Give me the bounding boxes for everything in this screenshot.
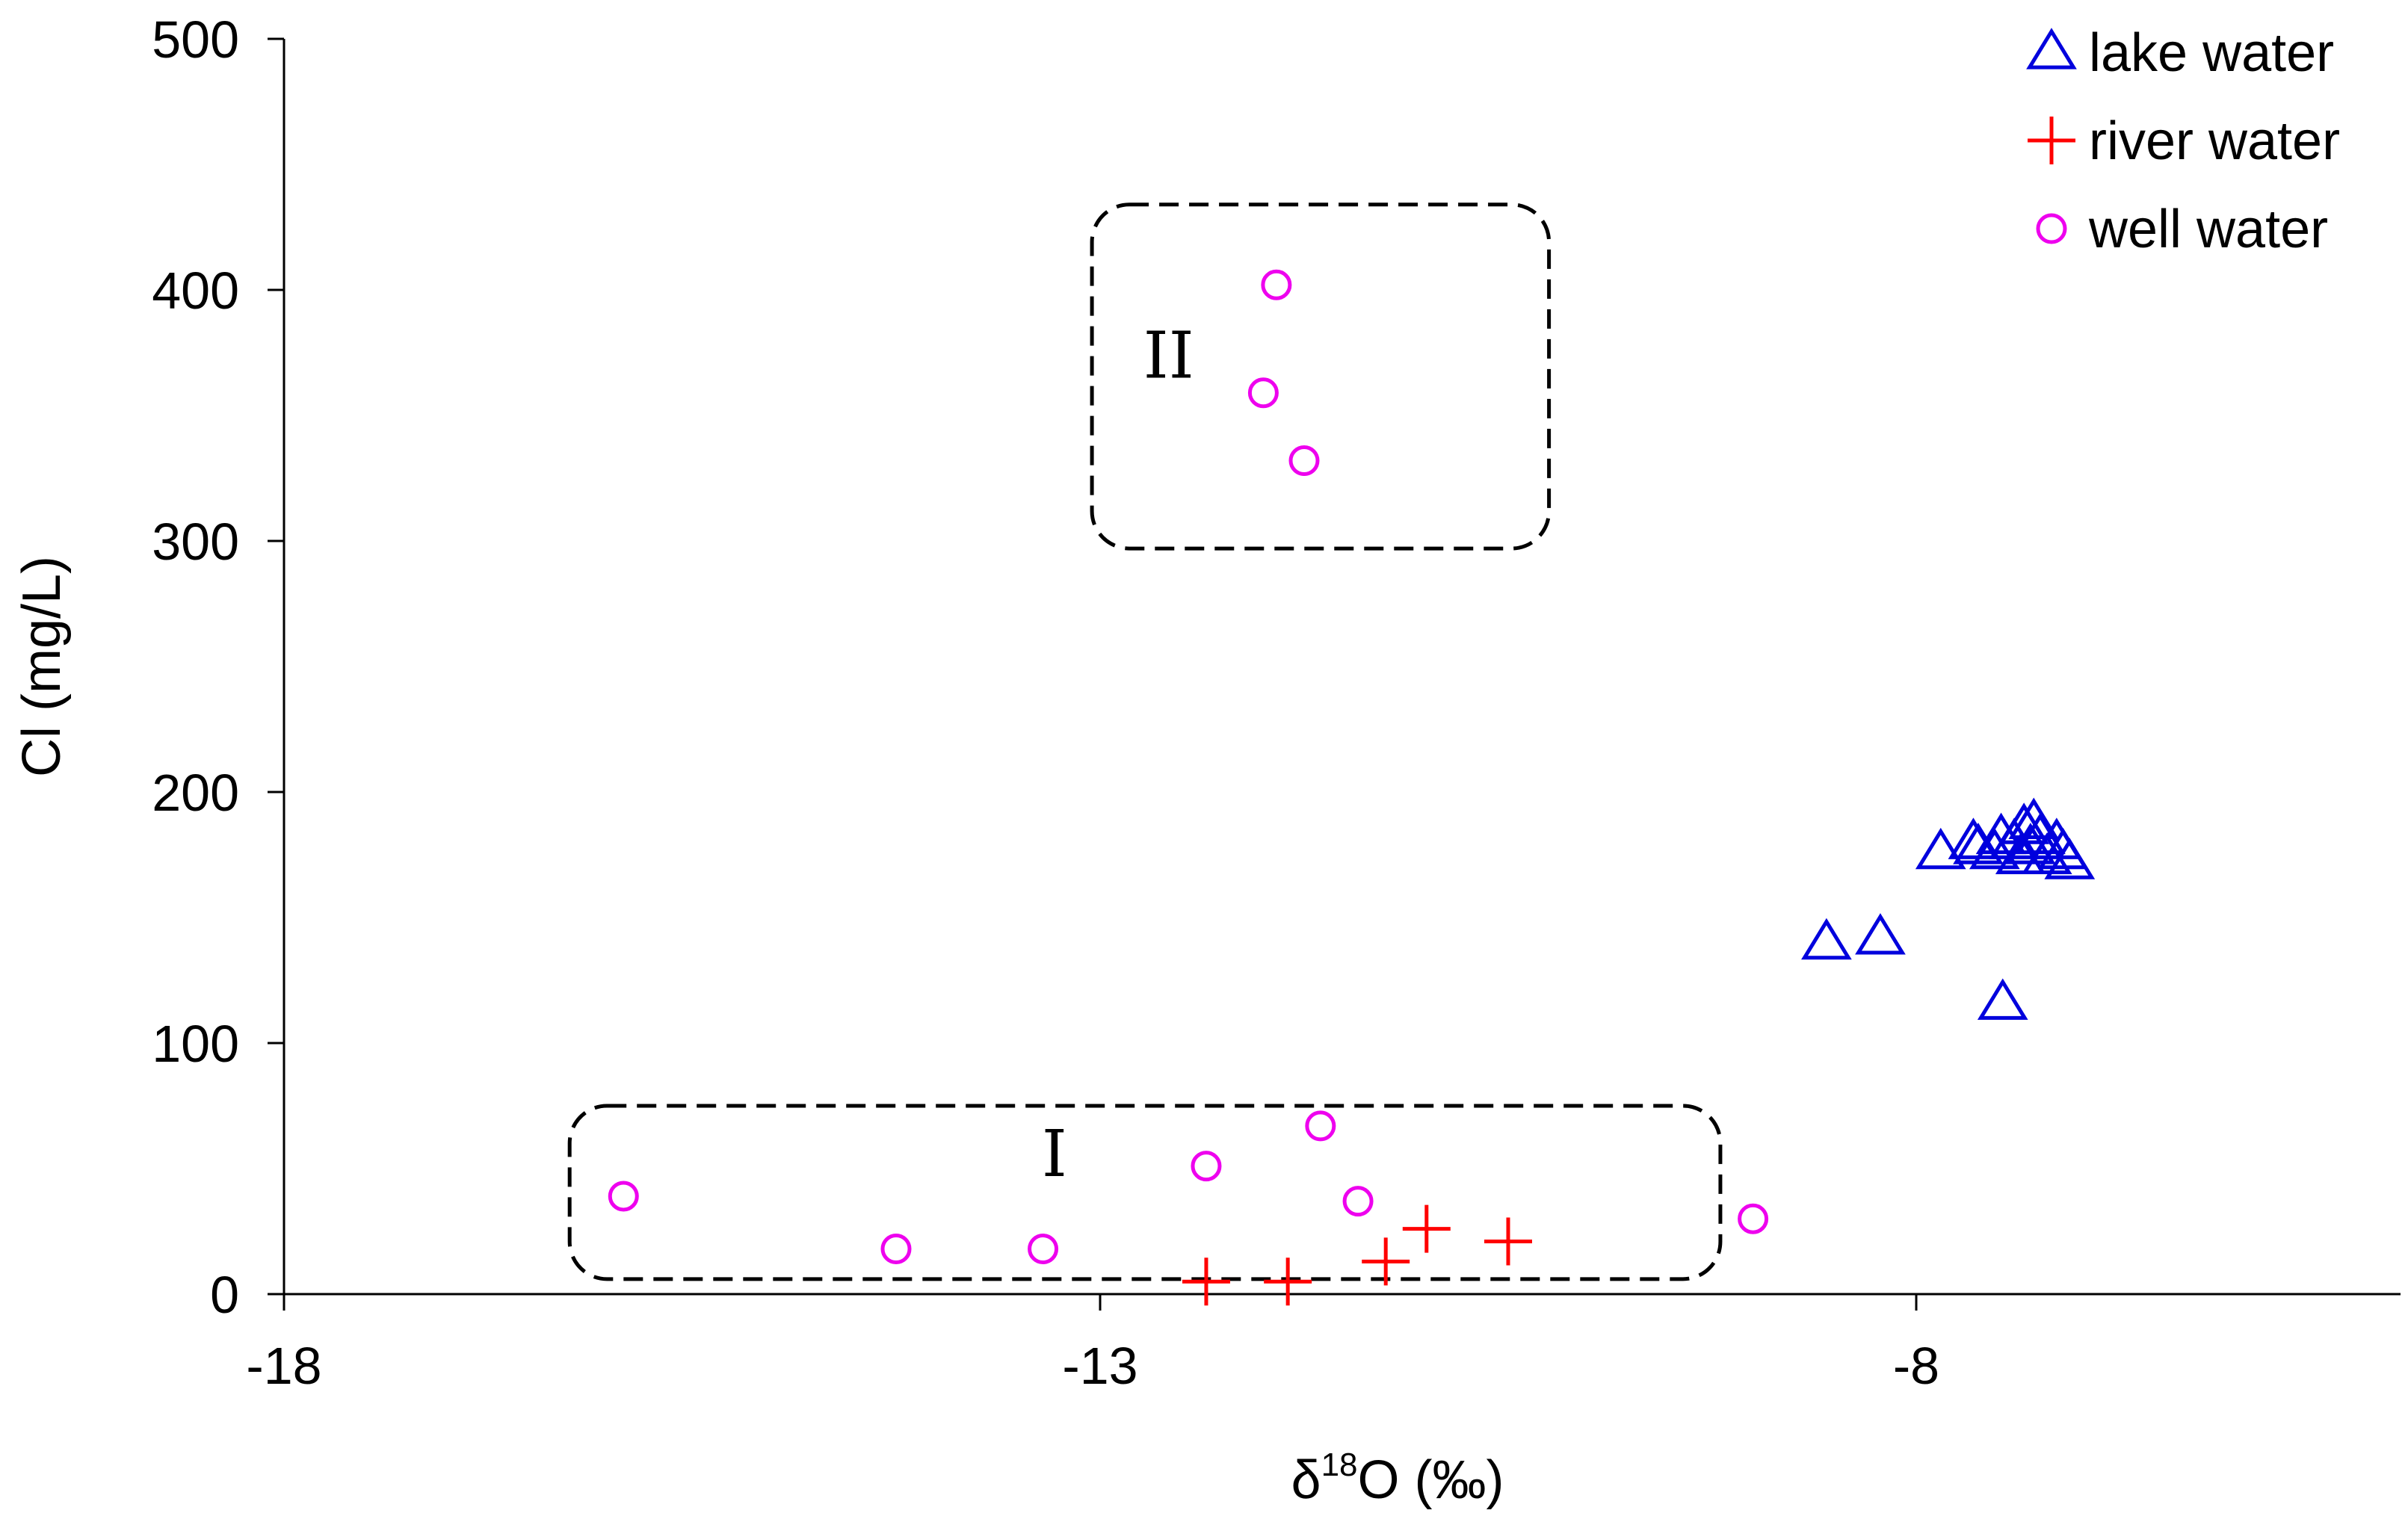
well-water-point <box>1305 1110 1336 1142</box>
lake-water-point <box>1977 978 2028 1020</box>
series-well-water <box>608 269 1769 1265</box>
series-river-water <box>1182 1204 1532 1306</box>
plot-area <box>283 39 2401 1296</box>
legend-label-river-water: river water <box>2089 111 2340 171</box>
well-water-point <box>1738 1203 1769 1234</box>
y-axis-label: Cl (mg/L) <box>12 556 72 777</box>
legend-marker-river-water <box>2028 117 2075 164</box>
lake-water-point <box>1953 823 2004 864</box>
legend-marker-lake-water <box>2026 28 2077 69</box>
annotation-label: II <box>1143 319 1194 394</box>
legend-marker-well-water <box>2036 213 2067 244</box>
y-tick-label: 500 <box>152 10 239 69</box>
x-axis-label-sup: 18 <box>1321 1447 1358 1483</box>
legend: lake water river water well water <box>2026 23 2340 259</box>
x-axis-ticks: -18 -13 -8 <box>246 1294 1939 1395</box>
annotation-box <box>1090 202 1552 551</box>
well-water-point <box>1288 445 1320 476</box>
y-axis-ticks: 0 100 200 300 400 500 <box>152 10 284 1324</box>
legend-label-well-water: well water <box>2088 199 2328 259</box>
y-tick-label: 0 <box>210 1266 239 1324</box>
well-water-point <box>1342 1186 1374 1217</box>
lake-water-point <box>1855 913 1906 955</box>
lake-water-point <box>1995 832 2046 875</box>
river-water-point <box>1182 1257 1230 1306</box>
well-water-point <box>1028 1234 1059 1265</box>
series-lake-water <box>1801 797 2096 1020</box>
x-tick-label: -18 <box>246 1337 321 1395</box>
x-axis-label-suffix: O (‰) <box>1358 1450 1504 1510</box>
well-water-point <box>1191 1151 1222 1182</box>
legend-label-lake-water: lake water <box>2089 23 2334 83</box>
annotation-label: I <box>1042 1117 1067 1192</box>
annotation-boxes: III <box>567 202 1723 1281</box>
x-tick-label: -8 <box>1893 1337 1939 1395</box>
river-water-point <box>1362 1237 1410 1286</box>
legend-item-well-water: well water <box>2036 199 2328 259</box>
lake-water-point <box>1801 918 1852 960</box>
river-water-point <box>1484 1217 1532 1266</box>
legend-item-river-water: river water <box>2028 111 2340 171</box>
lake-water-point <box>2008 797 2060 839</box>
y-tick-label: 400 <box>152 262 239 320</box>
y-tick-label: 200 <box>152 764 239 822</box>
well-water-point <box>608 1181 639 1212</box>
well-water-point <box>1261 269 1292 300</box>
well-water-point <box>880 1234 912 1265</box>
y-tick-label: 100 <box>152 1015 239 1073</box>
lake-water-point <box>2015 812 2066 855</box>
y-tick-label: 300 <box>152 513 239 571</box>
lake-water-point <box>1915 827 1966 870</box>
x-axis-label-prefix: δ <box>1291 1450 1321 1510</box>
well-water-point <box>1247 377 1279 409</box>
legend-item-lake-water: lake water <box>2026 23 2334 83</box>
x-tick-label: -13 <box>1062 1337 1137 1395</box>
annotation-box <box>567 1104 1723 1281</box>
river-water-point <box>1402 1204 1451 1253</box>
lake-water-point <box>2021 832 2072 875</box>
river-water-point <box>1264 1257 1312 1306</box>
x-axis-label: δ18O (‰) <box>1291 1447 1504 1510</box>
data-points <box>608 269 2096 1306</box>
lake-water-point <box>1969 827 2020 870</box>
